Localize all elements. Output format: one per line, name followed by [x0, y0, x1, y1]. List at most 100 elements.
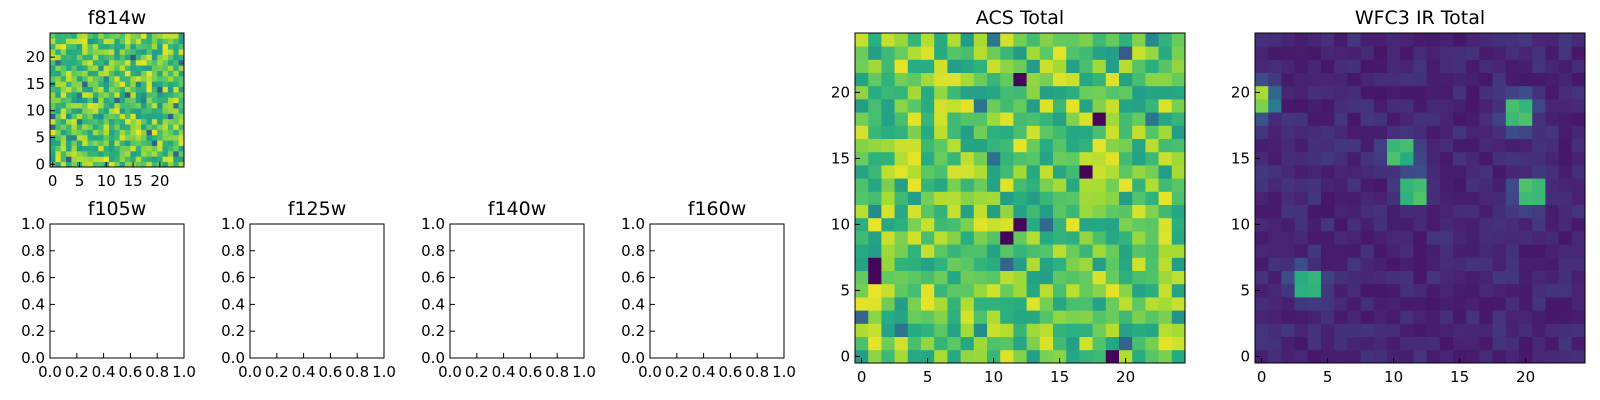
- heatmap-cell: [1281, 336, 1295, 351]
- heatmap-cell: [868, 231, 882, 245]
- heatmap-cell: [1171, 310, 1186, 324]
- heatmap-cell: [1053, 349, 1067, 364]
- heatmap-cell: [1039, 138, 1054, 153]
- heatmap-cell: [1145, 46, 1159, 60]
- heatmap-cell: [114, 43, 121, 50]
- heatmap-cell: [1387, 244, 1401, 258]
- heatmap-cell: [1039, 33, 1054, 47]
- heatmap-cell: [167, 161, 174, 168]
- heatmap-cell: [119, 43, 126, 50]
- heatmap-cell: [1158, 125, 1173, 139]
- heatmap-cell: [1307, 99, 1322, 113]
- heatmap-cell: [1505, 59, 1520, 73]
- heatmap-cell: [1268, 349, 1282, 364]
- heatmap-cell: [1294, 125, 1309, 139]
- heatmap-cell: [1453, 33, 1467, 47]
- heatmap-cell: [1105, 231, 1120, 245]
- heatmap-cell: [1347, 151, 1361, 166]
- heatmap-cell: [1281, 151, 1295, 166]
- heatmap-cell: [1387, 165, 1401, 179]
- heatmap-cell: [881, 138, 895, 153]
- heatmap-cell: [1571, 46, 1586, 60]
- heatmap-cell: [855, 151, 869, 166]
- heatmap-cell: [1281, 85, 1295, 100]
- heatmap-cell: [1145, 270, 1159, 285]
- heatmap-cell: [1571, 59, 1586, 73]
- heatmap-cell: [1334, 165, 1348, 179]
- heatmap-cell: [987, 336, 1001, 351]
- heatmap-cell: [1426, 46, 1441, 60]
- heatmap-cell: [1132, 72, 1146, 87]
- heatmap-cell: [135, 38, 142, 45]
- heatmap-cell: [1558, 59, 1573, 73]
- heatmap-cell: [50, 59, 56, 66]
- heatmap-cell: [119, 33, 126, 39]
- heatmap-cell: [82, 65, 88, 71]
- heatmap-cell: [1013, 349, 1027, 364]
- heatmap-cell: [1255, 191, 1269, 205]
- heatmap-cell: [907, 349, 922, 364]
- heatmap-cell: [1026, 191, 1041, 205]
- x-tick-label: 5: [1323, 368, 1333, 386]
- heatmap-cell: [1079, 323, 1093, 337]
- heatmap-cell: [894, 151, 909, 166]
- heatmap-cell: [1132, 151, 1146, 166]
- heatmap-cell: [162, 86, 169, 93]
- heatmap-cell: [1158, 217, 1173, 232]
- heatmap-cell: [1092, 204, 1107, 219]
- heatmap-cell: [167, 150, 174, 157]
- heatmap-cell: [108, 145, 115, 152]
- heatmap-cell: [125, 49, 131, 55]
- heatmap-cell: [178, 86, 185, 93]
- heatmap-cell: [894, 323, 909, 337]
- heatmap-cell: [921, 323, 935, 337]
- heatmap-cell: [87, 129, 94, 136]
- heatmap-cell: [178, 145, 185, 152]
- heatmap-cell: [98, 150, 104, 157]
- heatmap-cell: [146, 86, 153, 93]
- heatmap-cell: [1000, 46, 1014, 60]
- heatmap-cell: [178, 108, 185, 114]
- heatmap-cell: [1360, 204, 1375, 219]
- heatmap-cell: [1066, 151, 1080, 166]
- heatmap-cell: [1439, 59, 1454, 73]
- heatmap-cell: [1119, 310, 1133, 324]
- heatmap-cell: [1092, 297, 1107, 311]
- heatmap-cell: [1492, 112, 1507, 126]
- heatmap-cell: [894, 231, 909, 245]
- heatmap-cell: [1013, 59, 1027, 73]
- heatmap-cell: [1294, 59, 1309, 73]
- heatmap-cell: [1158, 151, 1173, 166]
- heatmap-cell: [114, 113, 121, 120]
- heatmap-cell: [92, 97, 99, 104]
- heatmap-cell: [1334, 46, 1348, 60]
- heatmap-cell: [973, 231, 988, 245]
- heatmap-cell: [960, 138, 975, 153]
- heatmap-cell: [947, 125, 961, 139]
- heatmap-cell: [55, 59, 62, 66]
- heatmap-cell: [162, 65, 169, 71]
- heatmap-cell: [1039, 244, 1054, 258]
- heatmap-cell: [1400, 178, 1414, 192]
- heatmap-cell: [1479, 204, 1493, 219]
- heatmap-cell: [987, 165, 1001, 179]
- heatmap-cell: [1158, 283, 1173, 298]
- heatmap-cell: [1092, 85, 1107, 100]
- heatmap-cell: [1321, 349, 1335, 364]
- heatmap-cell: [1519, 310, 1533, 324]
- heatmap-cell: [1013, 297, 1027, 311]
- heatmap-cell: [1413, 138, 1427, 153]
- heatmap-cell: [1079, 204, 1093, 219]
- heatmap-cell: [1119, 72, 1133, 87]
- heatmap-cell: [1158, 349, 1173, 364]
- heatmap-cell: [894, 178, 909, 192]
- heatmap-cell: [98, 49, 104, 55]
- heatmap-cell: [1532, 72, 1546, 87]
- heatmap-cell: [1145, 125, 1159, 139]
- heatmap-cell: [151, 150, 158, 157]
- heatmap-cell: [1453, 297, 1467, 311]
- heatmap-cell: [173, 86, 180, 93]
- heatmap-cell: [1066, 138, 1080, 153]
- heatmap-cell: [1053, 297, 1067, 311]
